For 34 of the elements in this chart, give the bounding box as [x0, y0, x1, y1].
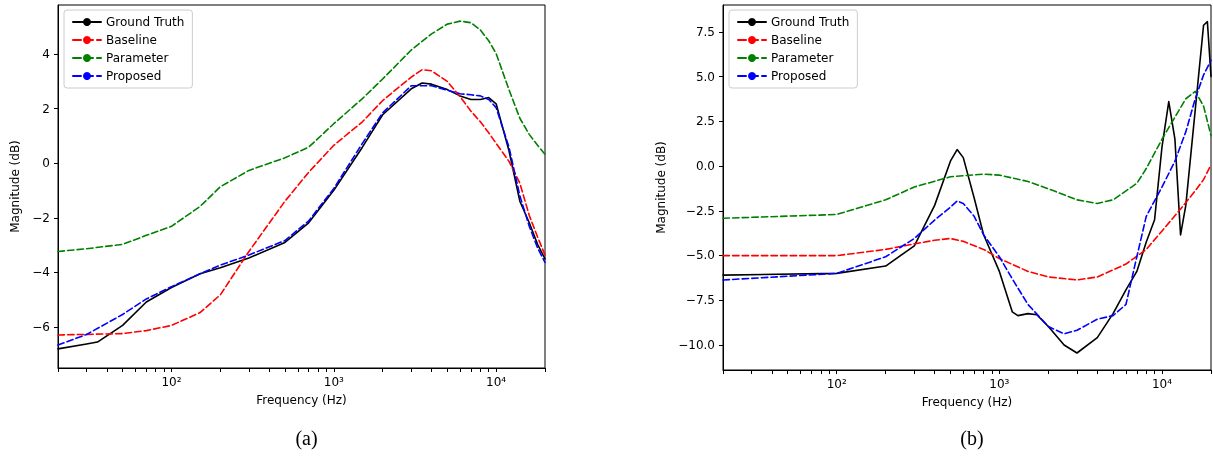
- y-tick-label: 2: [42, 101, 50, 116]
- y-axis-title: Magnitude (dB): [654, 141, 668, 234]
- text: (a): [295, 427, 318, 450]
- x-axis-title: Frequency (Hz): [256, 393, 347, 407]
- y-axis-title: Magnitude (dB): [8, 140, 23, 233]
- y-tick-label: −10.0: [678, 337, 715, 352]
- text: (b): [960, 427, 984, 450]
- y-tick-label: −2.5: [685, 203, 715, 218]
- y-tick-label: −2: [32, 210, 50, 225]
- x-tick-label: 10³: [323, 375, 345, 389]
- x-axis-title: Frequency (Hz): [921, 395, 1013, 409]
- legend-label: Baseline: [771, 33, 822, 47]
- legend-label: Ground Truth: [771, 15, 850, 29]
- legend-label: Baseline: [106, 33, 157, 47]
- y-tick-label: 4: [42, 47, 50, 62]
- x-tick-label: 10³: [989, 377, 1010, 391]
- x-tick-label: 10⁴: [1151, 377, 1173, 391]
- y-tick-label: 2.5: [695, 114, 715, 129]
- x-tick-label: 10²: [161, 375, 182, 389]
- y-tick-label: 0.0: [695, 159, 715, 174]
- y-tick-label: 0: [42, 156, 50, 171]
- legend-label: Parameter: [106, 51, 169, 65]
- legend-label: Proposed: [106, 69, 162, 83]
- legend-label: Ground Truth: [106, 15, 185, 29]
- x-tick-label: 10⁴: [486, 375, 507, 389]
- legend-label: Parameter: [771, 51, 834, 65]
- y-tick-label: −6: [32, 320, 50, 335]
- y-tick-label: 5.0: [695, 69, 715, 84]
- y-tick-label: −5.0: [685, 248, 715, 263]
- y-tick-label: −4: [32, 265, 50, 280]
- legend-label: Proposed: [771, 69, 827, 83]
- y-tick-label: −7.5: [685, 293, 715, 308]
- y-tick-label: 7.5: [695, 24, 715, 39]
- x-tick-label: 10²: [826, 377, 847, 391]
